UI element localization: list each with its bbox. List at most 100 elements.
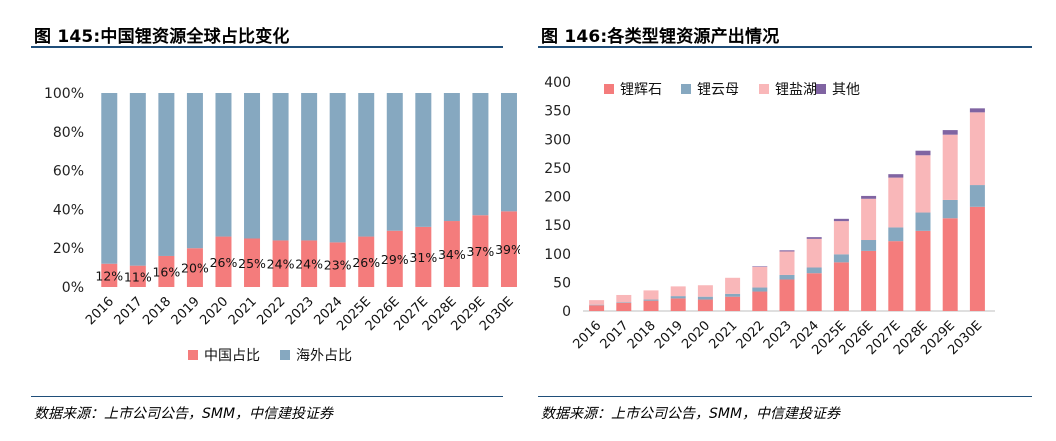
china-share-bar bbox=[186, 248, 203, 287]
legend-swatch-brine bbox=[759, 84, 769, 94]
brine-bar bbox=[616, 294, 632, 303]
spodumene-bar bbox=[833, 262, 849, 311]
overseas-share-bar bbox=[415, 93, 432, 227]
data-label: 29% bbox=[381, 252, 409, 267]
x-tick-label: 2023 bbox=[761, 318, 795, 352]
legend-label-other: 其他 bbox=[832, 82, 860, 98]
spodumene-bar bbox=[969, 206, 985, 311]
data-label: 16% bbox=[152, 264, 180, 279]
overseas-share-bar bbox=[272, 93, 289, 241]
lepidolite-bar bbox=[888, 227, 904, 242]
legend-swatch-lepidolite bbox=[681, 84, 691, 94]
brine-bar bbox=[915, 155, 931, 213]
china-share-bar bbox=[415, 226, 432, 287]
other-bar bbox=[915, 150, 931, 156]
y-tick-label: 100% bbox=[44, 86, 84, 102]
data-label: 26% bbox=[210, 255, 238, 270]
brine-bar bbox=[670, 286, 686, 297]
x-tick-label: 2020 bbox=[679, 318, 713, 352]
right-title-rule bbox=[538, 46, 1032, 48]
spodumene-bar bbox=[942, 218, 958, 311]
brine-bar bbox=[861, 198, 877, 241]
brine-bar bbox=[779, 251, 795, 275]
left-source-rule bbox=[31, 396, 503, 397]
china-share-bar bbox=[129, 265, 146, 287]
spodumene-bar bbox=[861, 250, 877, 311]
china-share-bar bbox=[158, 255, 175, 287]
data-label: 31% bbox=[409, 250, 437, 265]
lepidolite-bar bbox=[779, 274, 795, 280]
x-tick-label: 2022 bbox=[734, 318, 768, 352]
left-title-rule bbox=[31, 46, 503, 48]
data-label: 23% bbox=[324, 258, 352, 273]
y-tick-label: 400 bbox=[544, 75, 571, 91]
x-tick-label: 2017 bbox=[598, 318, 632, 352]
y-tick-label: 80% bbox=[53, 125, 84, 141]
lepidolite-bar bbox=[670, 296, 686, 299]
legend-label-spodumene: 锂辉石 bbox=[620, 82, 662, 98]
overseas-share-bar bbox=[101, 93, 118, 264]
other-bar bbox=[861, 195, 877, 199]
x-tick-label: 2018 bbox=[625, 318, 659, 352]
lepidolite-bar bbox=[725, 293, 741, 297]
y-tick-label: 350 bbox=[544, 104, 571, 120]
y-tick-label: 100 bbox=[544, 247, 571, 263]
china-share-bar bbox=[329, 242, 346, 287]
lepidolite-bar bbox=[861, 240, 877, 251]
other-bar bbox=[942, 130, 958, 135]
overseas-share-bar bbox=[186, 93, 203, 249]
overseas-share-bar bbox=[386, 93, 403, 231]
china-share-bar bbox=[244, 238, 261, 287]
brine-bar bbox=[752, 266, 768, 288]
spodumene-bar bbox=[779, 279, 795, 311]
spodumene-bar bbox=[915, 230, 931, 311]
overseas-share-bar bbox=[158, 93, 175, 256]
brine-bar bbox=[888, 177, 904, 228]
data-label: 24% bbox=[267, 257, 295, 272]
spodumene-bar bbox=[888, 241, 904, 311]
overseas-share-bar bbox=[244, 93, 261, 239]
x-tick-label: 2019 bbox=[652, 318, 686, 352]
brine-bar bbox=[697, 285, 713, 297]
lepidolite-bar bbox=[915, 212, 931, 231]
lepidolite-bar bbox=[969, 185, 985, 207]
lepidolite-bar bbox=[697, 296, 713, 300]
data-label: 24% bbox=[295, 257, 323, 272]
overseas-share-bar bbox=[129, 93, 146, 266]
brine-bar bbox=[643, 290, 659, 300]
y-tick-label: 20% bbox=[53, 241, 84, 257]
x-tick-label: 2016 bbox=[570, 318, 604, 352]
brine-bar bbox=[942, 134, 958, 200]
data-label: 39% bbox=[495, 242, 520, 257]
data-label: 25% bbox=[238, 256, 266, 271]
china-share-bar bbox=[101, 263, 118, 287]
overseas-share-bar bbox=[500, 93, 517, 212]
legend-label-china: 中国占比 bbox=[204, 348, 260, 364]
y-tick-label: 0% bbox=[62, 280, 84, 296]
y-tick-label: 50 bbox=[553, 275, 571, 291]
overseas-share-bar bbox=[443, 93, 460, 222]
overseas-share-bar bbox=[472, 93, 489, 216]
brine-bar bbox=[589, 300, 605, 305]
data-label: 26% bbox=[352, 255, 380, 270]
spodumene-bar bbox=[752, 291, 768, 311]
spodumene-bar bbox=[643, 300, 659, 311]
spodumene-bar bbox=[616, 302, 632, 311]
legend-swatch-spodumene bbox=[604, 84, 614, 94]
lepidolite-bar bbox=[833, 254, 849, 263]
lithium-output-chart: 0 50 100 150 200 250 300 350 400 2016201720182019… bbox=[544, 75, 995, 358]
spodumene-bar bbox=[725, 296, 741, 311]
legend-label-overseas: 海外占比 bbox=[296, 348, 352, 364]
other-bar bbox=[833, 218, 849, 222]
left-source-note: 数据来源：上市公司公告，SMM，中信建投证券 bbox=[34, 406, 334, 422]
y-tick-label: 0 bbox=[562, 304, 571, 320]
brine-bar bbox=[969, 112, 985, 186]
other-bar bbox=[969, 108, 985, 113]
legend-swatch-overseas bbox=[280, 350, 290, 360]
overseas-share-bar bbox=[301, 93, 318, 241]
legend-swatch-other bbox=[816, 84, 826, 94]
y-tick-label: 60% bbox=[53, 164, 84, 180]
spodumene-bar bbox=[697, 299, 713, 311]
overseas-share-bar bbox=[358, 93, 375, 237]
x-tick-label: 2021 bbox=[706, 318, 740, 352]
